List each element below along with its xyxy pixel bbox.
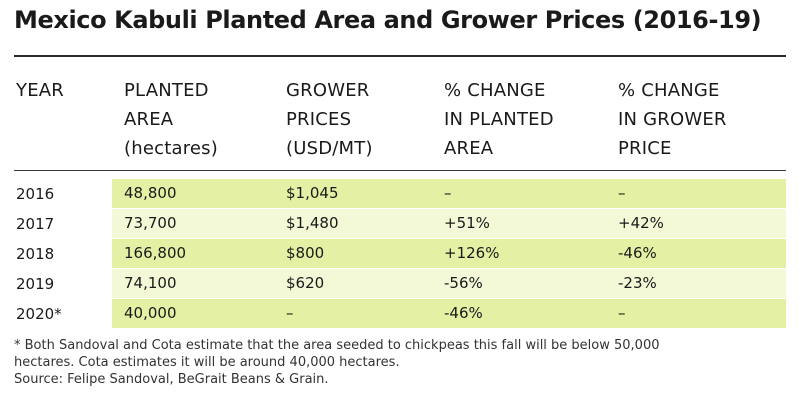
cell-change-grower-price: – [618, 304, 626, 322]
table-row: 74,100 $620 -56% -23% [112, 269, 786, 298]
source-note: Source: Felipe Sandoval, BeGrait Beans &… [14, 372, 329, 387]
column-header-line: GROWER [286, 80, 370, 101]
column-header-line: (hectares) [124, 138, 218, 159]
cell-planted-area: 73,700 [124, 214, 177, 232]
column-header-line: IN PLANTED [444, 109, 554, 130]
footnote-line: * Both Sandoval and Cota estimate that t… [14, 338, 660, 353]
cell-change-planted-area: +126% [444, 244, 500, 262]
cell-planted-area: 40,000 [124, 304, 177, 322]
column-header-line: PLANTED [124, 80, 209, 101]
table-row: 73,700 $1,480 +51% +42% [112, 209, 786, 238]
chart-title: Mexico Kabuli Planted Area and Grower Pr… [14, 6, 762, 34]
column-header-line: YEAR [16, 80, 64, 101]
table-row-year: 2017 [16, 215, 55, 233]
cell-change-planted-area: -56% [444, 274, 483, 292]
column-header-grower-prices: GROWER PRICES (USD/MT) [286, 76, 373, 163]
cell-change-grower-price: +42% [618, 214, 664, 232]
cell-change-grower-price: – [618, 184, 626, 202]
cell-change-grower-price: -46% [618, 244, 657, 262]
column-header-planted-area: PLANTED AREA (hectares) [124, 76, 218, 163]
table-row: 40,000 – -46% – [112, 299, 786, 328]
column-header-line: AREA [124, 109, 174, 130]
column-header-line: AREA [444, 138, 494, 159]
column-header-line: % CHANGE [618, 80, 720, 101]
cell-planted-area: 48,800 [124, 184, 177, 202]
title-rule [14, 55, 786, 57]
table-row-year: 2016 [16, 185, 55, 203]
footnote: * Both Sandoval and Cota estimate that t… [14, 337, 660, 388]
cell-grower-price: $1,480 [286, 214, 339, 232]
table-row: 166,800 $800 +126% -46% [112, 239, 786, 268]
table-row-year: 2019 [16, 275, 55, 293]
header-rule [14, 170, 786, 171]
cell-grower-price: – [286, 304, 294, 322]
table-row: 48,800 $1,045 – – [112, 179, 786, 208]
cell-planted-area: 166,800 [124, 244, 187, 262]
column-header-line: (USD/MT) [286, 138, 373, 159]
column-header-line: PRICES [286, 109, 352, 130]
cell-grower-price: $1,045 [286, 184, 339, 202]
cell-change-planted-area: – [444, 184, 452, 202]
footnote-line: hectares. Cota estimates it will be arou… [14, 355, 400, 370]
cell-planted-area: 74,100 [124, 274, 177, 292]
column-header-line: IN GROWER [618, 109, 727, 130]
table-row-year: 2018 [16, 245, 55, 263]
column-header-line: PRICE [618, 138, 672, 159]
column-header-year: YEAR [16, 76, 64, 105]
cell-change-planted-area: -46% [444, 304, 483, 322]
column-header-change-grower-price: % CHANGE IN GROWER PRICE [618, 76, 727, 163]
cell-grower-price: $620 [286, 274, 325, 292]
table-row-year: 2020* [16, 305, 62, 323]
cell-change-planted-area: +51% [444, 214, 490, 232]
column-header-line: % CHANGE [444, 80, 546, 101]
cell-grower-price: $800 [286, 244, 325, 262]
column-header-change-planted-area: % CHANGE IN PLANTED AREA [444, 76, 554, 163]
cell-change-grower-price: -23% [618, 274, 657, 292]
